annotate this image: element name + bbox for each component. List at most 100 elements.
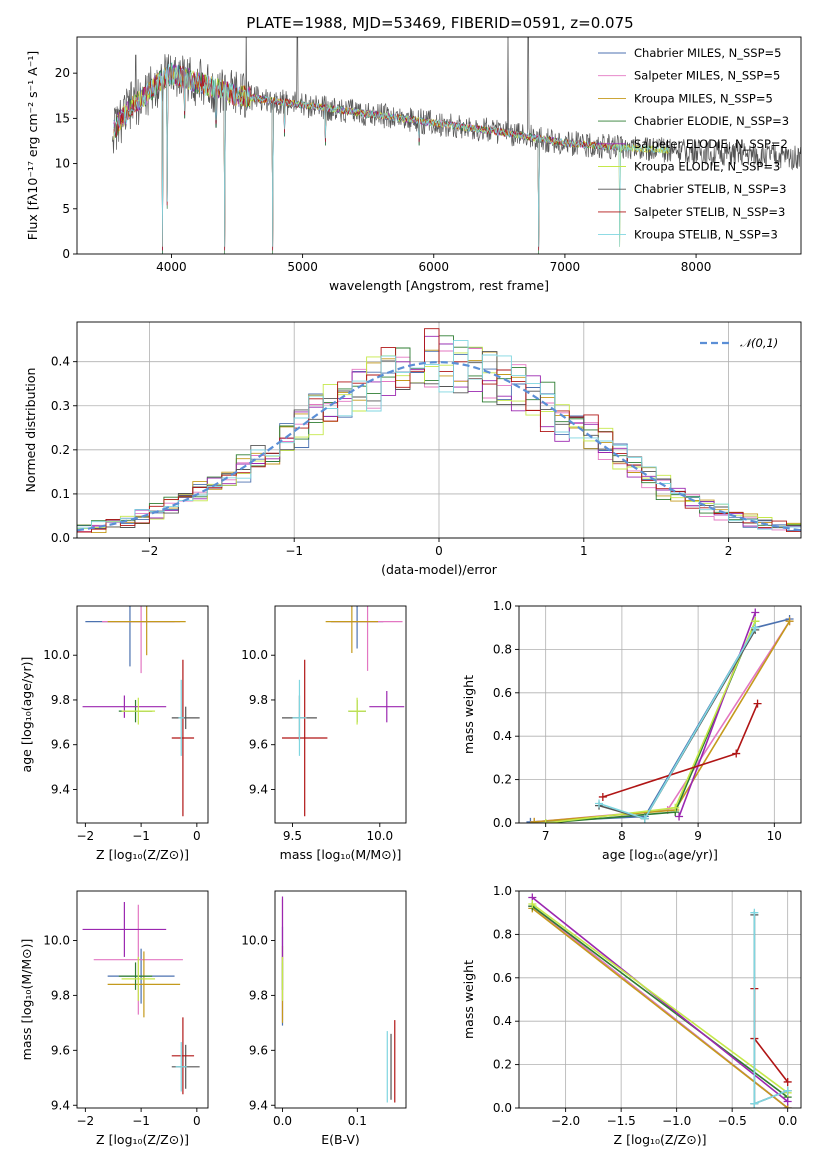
x-tick-label: −2 xyxy=(77,829,95,843)
spectrum-series xyxy=(113,65,618,251)
weight-point-marker xyxy=(785,617,794,626)
y-tick-label: 0.0 xyxy=(493,816,512,830)
chart-spectrum: Chabrier MILES, N_SSP=5 Salpeter MILES, N… xyxy=(25,36,802,293)
x-tick-label: 0.0 xyxy=(273,1114,292,1128)
weight-series-line xyxy=(531,905,789,1098)
x-tick-label: −1 xyxy=(132,1114,150,1128)
y-tick-label: 9.8 xyxy=(51,693,70,707)
x-tick-label: 5000 xyxy=(287,260,318,274)
y-tick-label: 0.4 xyxy=(51,355,70,369)
x-tick-label: 9.5 xyxy=(283,829,302,843)
weight-point-marker xyxy=(675,812,684,821)
y-tick-label: 9.8 xyxy=(249,693,268,707)
x-tick-label: 0.1 xyxy=(348,1114,367,1128)
x-tick-label: 7000 xyxy=(550,260,581,274)
y-tick-label: 0.0 xyxy=(51,531,70,545)
y-tick-label: 9.8 xyxy=(51,988,70,1002)
x-tick-label: 7 xyxy=(542,829,550,843)
chart-age-vs-mass: 9.5 10.0 9.4 9.6 9.8 10.0 mass [log₁₀(M/M⊙)] xyxy=(241,605,407,862)
legend-entry: Chabrier ELODIE, N_SSP=3 xyxy=(634,114,789,128)
legend-entry: 𝒩(0,1) xyxy=(740,336,778,350)
weight-series-line xyxy=(531,907,789,1108)
x-axis-label: (data-model)/error xyxy=(381,562,498,577)
x-axis-label: age [log₁₀(age/yr)] xyxy=(602,847,718,862)
weight-point-marker xyxy=(530,817,539,823)
weight-point-marker xyxy=(671,803,680,812)
spectrum-series xyxy=(113,62,670,247)
x-tick-label: −1.5 xyxy=(607,1114,636,1128)
y-axis-label: Flux [fλ10⁻¹⁷ erg cm⁻² s⁻¹ A⁻¹] xyxy=(25,51,40,240)
weight-point-marker xyxy=(753,699,762,708)
plot-area xyxy=(281,896,396,1103)
x-tick-label: −2 xyxy=(77,1114,95,1128)
x-tick-label: −2.0 xyxy=(551,1114,580,1128)
weight-point-marker xyxy=(783,1086,792,1095)
weight-point-marker xyxy=(528,900,537,909)
y-tick-label: 9.6 xyxy=(51,738,70,752)
legend: Chabrier MILES, N_SSP=5 Salpeter MILES, N… xyxy=(598,46,789,242)
axes-frame xyxy=(274,890,407,1109)
weight-point-marker xyxy=(541,819,550,823)
axes-frame xyxy=(518,605,802,824)
y-tick-label: 5 xyxy=(62,202,70,216)
residual-histogram xyxy=(77,328,801,533)
axes-frame xyxy=(274,605,407,824)
y-tick-label: 0.6 xyxy=(493,971,512,985)
x-axis-label: Z [log₁₀(Z/Z⊙)] xyxy=(614,1132,707,1147)
x-tick-label: −1 xyxy=(285,544,303,558)
y-tick-label: 0.2 xyxy=(493,1058,512,1072)
y-tick-label: 0.3 xyxy=(51,399,70,413)
x-tick-label: 9 xyxy=(694,829,702,843)
y-tick-label: 20 xyxy=(55,66,70,80)
x-tick-label: −1.0 xyxy=(662,1114,691,1128)
y-tick-label: 10.0 xyxy=(241,933,268,947)
x-tick-label: 1 xyxy=(580,544,588,558)
y-tick-label: 0 xyxy=(62,247,70,261)
spectrum-series xyxy=(113,62,618,254)
legend-entry: Kroupa STELIB, N_SSP=3 xyxy=(634,228,778,242)
x-tick-label: 0 xyxy=(435,544,443,558)
legend-entry: Kroupa ELODIE, N_SSP=3 xyxy=(634,160,780,174)
weight-series-line xyxy=(753,988,789,1083)
weight-series-line xyxy=(602,703,759,798)
weight-point-marker xyxy=(783,1077,792,1086)
y-tick-label: 0.4 xyxy=(493,1014,512,1028)
chart-massweight-vs-age: 7 8 9 10 0.0 0.2 0.4 0.6 0.8 1.0 age [log₁₀(age/yr… xyxy=(461,599,802,862)
legend-entry: Salpeter MILES, N_SSP=5 xyxy=(634,69,780,83)
y-tick-label: 0.8 xyxy=(493,927,512,941)
axes-frame xyxy=(518,890,802,1109)
y-tick-label: 0.0 xyxy=(493,1101,512,1115)
y-axis-label: mass weight xyxy=(461,960,476,1039)
y-axis-label: mass [log₁₀(M/M⊙)] xyxy=(19,939,34,1061)
x-tick-label: 0.0 xyxy=(778,1114,797,1128)
y-tick-label: 10 xyxy=(55,157,70,171)
axes-frame xyxy=(76,890,209,1109)
plot-area xyxy=(281,606,405,817)
x-tick-label: 10.0 xyxy=(366,829,393,843)
legend-entry: Salpeter ELODIE, N_SSP=2 xyxy=(634,137,788,151)
y-tick-label: 1.0 xyxy=(493,884,512,898)
weight-point-marker xyxy=(750,1099,759,1108)
x-axis-label: wavelength [Angstrom, rest frame] xyxy=(329,278,549,293)
y-tick-label: 9.4 xyxy=(249,1098,268,1112)
weight-point-marker xyxy=(732,749,741,758)
y-tick-label: 9.4 xyxy=(51,1098,70,1112)
x-tick-label: −0.5 xyxy=(718,1114,747,1128)
plot-area xyxy=(528,893,792,1108)
plot-area xyxy=(82,901,200,1095)
y-tick-label: 9.6 xyxy=(51,1043,70,1057)
y-tick-label: 10.0 xyxy=(43,648,70,662)
y-tick-label: 9.8 xyxy=(249,988,268,1002)
legend-entry: Chabrier STELIB, N_SSP=3 xyxy=(634,182,786,196)
x-axis-label: E(B-V) xyxy=(321,1132,360,1147)
normal-curve xyxy=(77,360,801,532)
y-tick-label: 0.4 xyxy=(493,729,512,743)
x-tick-label: 8 xyxy=(618,829,626,843)
y-tick-label: 1.0 xyxy=(493,599,512,613)
x-axis-label: mass [log₁₀(M/M⊙)] xyxy=(280,847,402,862)
legend-entry: Salpeter STELIB, N_SSP=3 xyxy=(634,205,785,219)
plot-area xyxy=(82,606,200,817)
weight-point-marker xyxy=(751,608,760,617)
x-tick-label: −1 xyxy=(132,829,150,843)
x-tick-label: 6000 xyxy=(418,260,449,274)
